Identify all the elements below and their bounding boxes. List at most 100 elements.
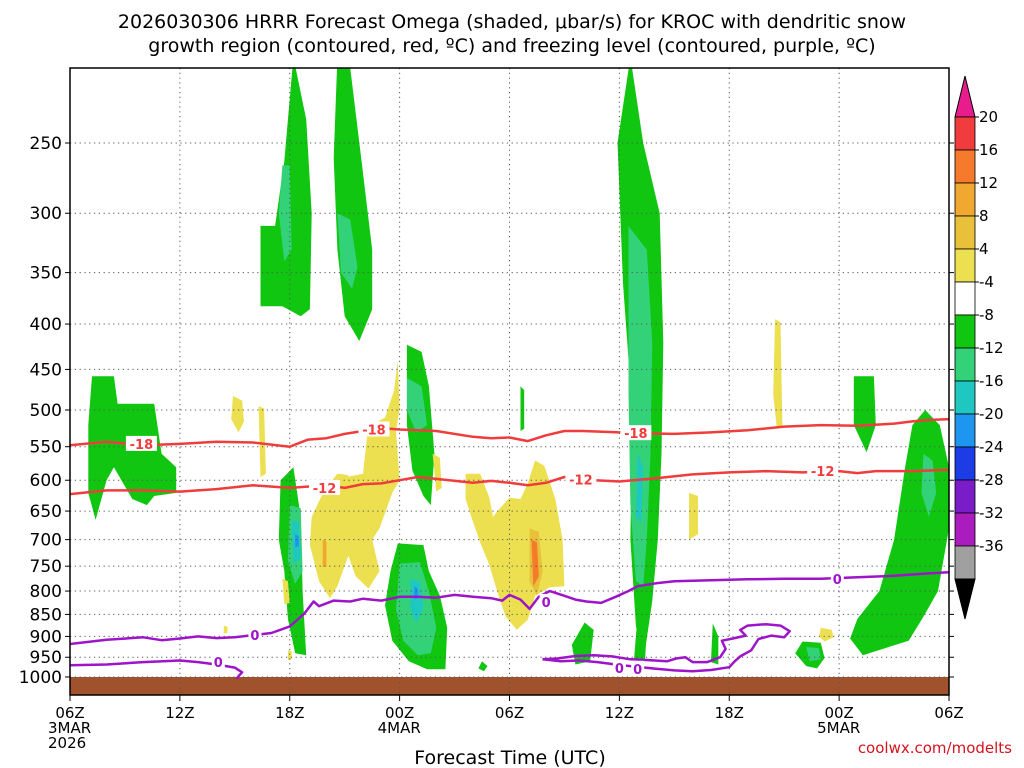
colorbar-label-1: 16 [979, 141, 998, 159]
omega-region-17 [406, 377, 428, 433]
contour-label-bg-11 [631, 660, 645, 676]
y-tick-label-1000: 1000 [19, 668, 62, 688]
gridlines [69, 68, 950, 695]
x-tick-label-6-0: 12Z [165, 704, 194, 722]
omega-region-25 [635, 453, 644, 523]
x-tick-label-0-2: 2026 [48, 734, 86, 752]
colorbar-swatch-1 [954, 149, 976, 184]
omega-region-37 [689, 492, 699, 540]
contour-label-2: -18 [624, 427, 648, 442]
omega-region-35 [287, 650, 292, 661]
colorbar-swatch-4 [954, 248, 976, 283]
colorbar-swatch-13 [954, 545, 976, 580]
contour-label-1: -18 [362, 424, 386, 439]
omega-region-24 [410, 578, 424, 624]
contour-label-bg-7 [211, 654, 225, 670]
y-tick-label-300: 300 [30, 204, 62, 224]
omega-region-28 [309, 360, 400, 599]
contour-label-bg-3 [309, 479, 341, 495]
y-tick-label-850: 850 [30, 605, 62, 625]
pressure-axis: 2503003504004505005506006507007508008509… [19, 134, 954, 688]
contour-label-bg-2 [620, 425, 652, 441]
x-tick-label-18-1: 4MAR [378, 719, 421, 737]
omega-region-13 [853, 376, 876, 453]
y-tick-label-450: 450 [30, 360, 62, 380]
contour-label-bg-1 [358, 421, 390, 437]
contour-label-7: 0 [214, 656, 223, 671]
x-tick-label-42-1: 5MAR [817, 719, 860, 737]
colorbar-label-10: -24 [979, 438, 1004, 456]
x-tick-label-12-0: 18Z [275, 704, 304, 722]
omega-region-30 [339, 473, 349, 559]
colorbar-swatch-6 [954, 314, 976, 349]
omega-region-7 [571, 622, 594, 665]
colorbar-label-9: -20 [979, 405, 1004, 423]
colorbar-swatch-5 [954, 281, 976, 316]
colorbar-label-7: -12 [979, 339, 1004, 357]
contour-label-8: 0 [542, 596, 551, 611]
x-tick-label-24-0: 06Z [495, 704, 524, 722]
credit-text: coolwx.com/modelts [858, 739, 1012, 757]
x-tick-label-0-1: 3MAR [48, 719, 91, 737]
omega-region-41 [531, 539, 539, 587]
chart-title-line2: growth region (contoured, red, ºC) and f… [148, 35, 875, 57]
omega-shading [88, 68, 949, 672]
contour-label-5: -12 [811, 465, 835, 480]
omega-region-19 [628, 225, 653, 587]
colorbar-swatch-11 [954, 479, 976, 514]
contour-label-10: 0 [615, 662, 624, 677]
y-tick-label-500: 500 [30, 401, 62, 421]
x-tick-label-36-0: 18Z [715, 704, 744, 722]
colorbar-swatch-9 [954, 413, 976, 448]
contour-label-6: 0 [250, 629, 259, 644]
colorbar-label-6: -8 [979, 306, 994, 324]
contour-label-11: 0 [633, 663, 642, 678]
contour-label-bg-10 [612, 660, 626, 676]
y-tick-label-900: 900 [30, 627, 62, 647]
y-tick-label-950: 950 [30, 648, 62, 668]
omega-region-11 [478, 661, 488, 672]
omega-region-10 [520, 386, 525, 431]
y-tick-label-800: 800 [30, 582, 62, 602]
contour-label-bg-5 [807, 463, 839, 479]
y-tick-label-650: 650 [30, 502, 62, 522]
y-tick-label-400: 400 [30, 315, 62, 335]
colorbar-label-5: -4 [979, 273, 994, 291]
chart-title-line1: 2026030306 HRRR Forecast Omega (shaded, … [118, 11, 906, 33]
contour-label-bg-4 [565, 471, 597, 487]
x-tick-label-30-0: 12Z [605, 704, 634, 722]
omega-region-36 [223, 625, 228, 634]
contour-line-4 [542, 622, 791, 673]
omega-region-16 [337, 213, 358, 289]
contour-line-1 [70, 468, 949, 496]
contour-line-3 [70, 659, 244, 680]
omega-region-2 [333, 68, 373, 341]
x-tick-label-42-0: 00Z [824, 704, 853, 722]
colorbar-swatch-8 [954, 380, 976, 415]
contour-label-9: 0 [833, 573, 842, 588]
contour-lines [70, 417, 949, 680]
contour-label-0: -18 [130, 438, 154, 453]
omega-region-32 [258, 406, 266, 477]
colorbar-label-11: -28 [979, 471, 1004, 489]
colorbar-swatch-3 [954, 215, 976, 250]
y-tick-label-550: 550 [30, 438, 62, 458]
omega-region-15 [278, 165, 292, 262]
contour-label-bg-8 [539, 593, 553, 609]
colorbar-label-13: -36 [979, 537, 1004, 555]
colorbar-swatch-10 [954, 446, 976, 481]
colorbar-label-0: 20 [979, 108, 998, 126]
colorbar-label-3: 8 [979, 207, 989, 225]
contour-label-bg-0 [125, 435, 157, 451]
colorbar-swatch-2 [954, 182, 976, 217]
colorbar-bottom-arrow [954, 578, 976, 620]
colorbar-label-2: 12 [979, 174, 998, 192]
omega-region-42 [322, 539, 327, 568]
omega-region-27 [295, 534, 299, 548]
y-tick-label-750: 750 [30, 557, 62, 577]
contour-label-3: -12 [313, 482, 337, 497]
contour-line-2 [70, 571, 949, 646]
omega-region-34 [282, 578, 290, 605]
omega-region-9 [710, 623, 719, 665]
